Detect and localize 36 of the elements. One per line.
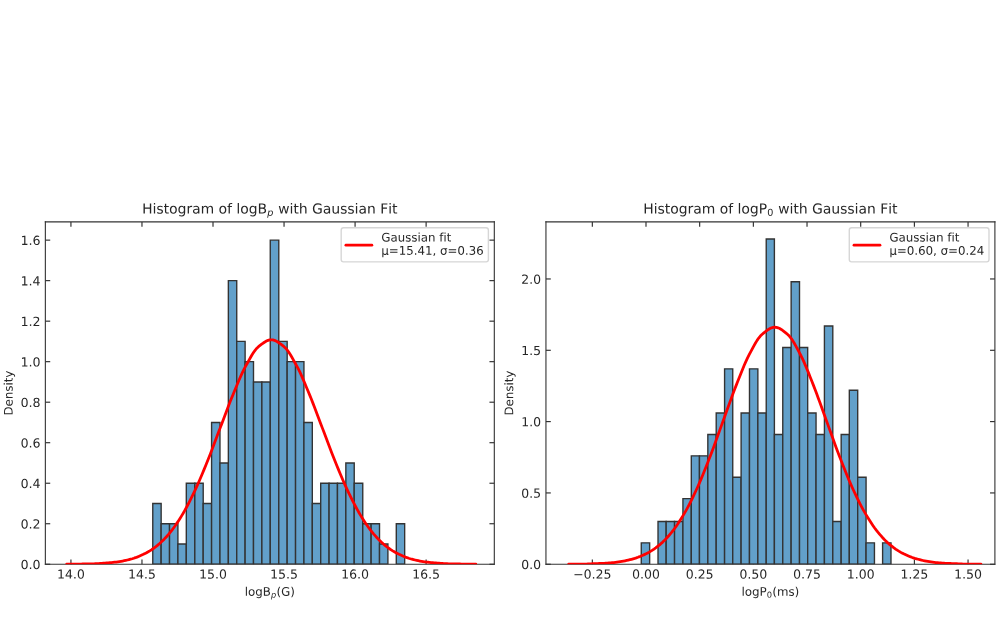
x-tick-label: 16.0 (342, 569, 369, 579)
y-tick-label: 1.5 (522, 345, 540, 356)
x-tick-label: −0.25 (574, 569, 611, 579)
chart-title: Histogram of logB$_{p}$ with Gaussian Fit (143, 203, 398, 218)
y-tick-label: 0.0 (522, 559, 541, 570)
chart-title: Histogram of logP$_{0}$ with Gaussian Fit (644, 203, 898, 217)
x-axis-title: logP$_{0}$(ms) (742, 586, 799, 599)
y-tick-label: 0.5 (522, 488, 540, 498)
y-tick-label: 0.6 (21, 438, 40, 448)
y-tick-label: 1.6 (21, 235, 40, 246)
x-tick-label: 16.5 (413, 569, 439, 579)
y-tick-label: 0.2 (21, 519, 40, 529)
y-tick-label: 1.0 (522, 417, 541, 427)
x-tick-label: 1.50 (955, 569, 982, 579)
x-tick-label: 0.50 (740, 569, 767, 579)
x-tick-label: 1.25 (901, 569, 928, 579)
y-tick-label: 1.4 (21, 276, 40, 286)
x-tick-label: 0.25 (686, 569, 713, 579)
x-tick-label: 14.5 (129, 569, 155, 579)
y-tick-label: 2.0 (522, 274, 541, 284)
y-tick-label: 0.0 (21, 559, 40, 570)
x-tick-label: 15.0 (200, 569, 227, 579)
x-tick-label: 0.75 (793, 569, 820, 579)
x-axis-title: logB$_{p}$(G) (245, 586, 294, 600)
y-axis-title: Density (504, 370, 516, 415)
x-tick-label: 14.0 (58, 569, 85, 579)
x-tick-label: 0.00 (632, 569, 660, 579)
y-tick-label: 0.8 (21, 397, 40, 408)
x-tick-label: 1.00 (848, 569, 874, 579)
y-tick-label: 0.4 (21, 478, 40, 489)
x-tick-label: 15.5 (271, 569, 297, 579)
legend-label: Gaussian fit μ=15.41, σ=0.36 (381, 232, 483, 258)
legend-label: Gaussian fit μ=0.60, σ=0.24 (890, 232, 984, 258)
y-axis-title: Density (3, 370, 16, 415)
y-tick-label: 1.0 (21, 357, 40, 367)
y-tick-label: 1.2 (21, 316, 40, 326)
